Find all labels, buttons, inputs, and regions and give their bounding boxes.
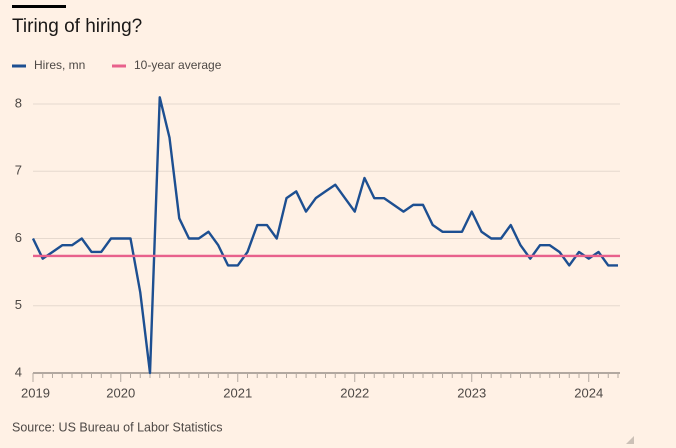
legend-label: 10-year average: [134, 58, 222, 72]
source: Source: US Bureau of Labor Statistics: [12, 420, 223, 434]
x-tick-label: 2023: [457, 385, 486, 400]
x-tick-label: 2021: [223, 385, 252, 400]
y-tick-label: 8: [15, 95, 22, 110]
y-tick-label: 4: [15, 364, 22, 379]
data-line: [31, 96, 618, 375]
x-tick-label: 2019: [21, 385, 50, 400]
y-tick-label: 6: [15, 230, 22, 245]
corner-icon: [626, 436, 634, 444]
top-bar: [12, 5, 66, 8]
x-tick-label: 2022: [340, 385, 369, 400]
y-tick-label: 7: [15, 163, 22, 178]
x-tick-label: 2020: [106, 385, 135, 400]
x-tick-label: 2024: [574, 385, 603, 400]
legend-label: Hires, mn: [34, 58, 85, 72]
chart-title: Tiring of hiring?: [12, 16, 142, 37]
y-tick-label: 5: [15, 297, 22, 312]
